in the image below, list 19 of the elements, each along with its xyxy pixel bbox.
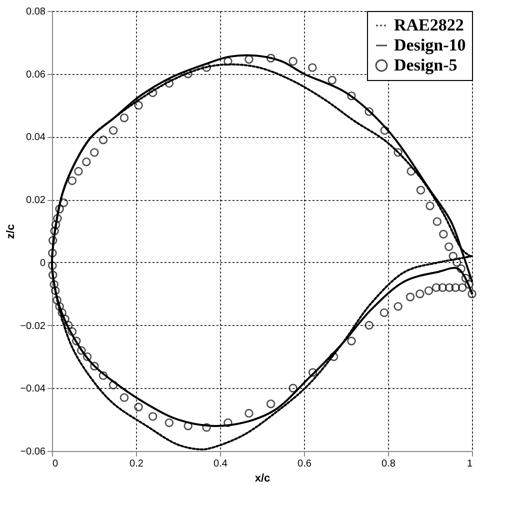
y-tick-label: −0.06 <box>20 446 46 458</box>
x-tick-label: 0.8 <box>382 458 396 470</box>
x-tick-label: 0.2 <box>130 458 144 470</box>
x-tick-label: 1 <box>466 458 473 470</box>
legend-label: Design-5 <box>394 56 458 74</box>
x-tick-label: 0.4 <box>214 458 228 470</box>
y-tick-label: 0.06 <box>26 69 46 80</box>
y-tick-label: −0.04 <box>20 384 46 395</box>
legend-label: Design-10 <box>394 36 466 54</box>
x-tick-label: 0.6 <box>298 458 312 470</box>
x-tick-label: 0 <box>52 458 58 470</box>
y-tick-label: 0.02 <box>26 195 46 206</box>
y-tick-label: 0 <box>40 258 46 269</box>
y-axis-title: z/c <box>5 224 18 239</box>
x-axis-title: x/c <box>254 472 270 484</box>
y-tick-label: 0.04 <box>26 132 46 144</box>
legend-label: RAE2822 <box>394 16 464 34</box>
y-tick-label: 0.08 <box>26 6 46 18</box>
y-tick-label: −0.02 <box>20 320 46 332</box>
